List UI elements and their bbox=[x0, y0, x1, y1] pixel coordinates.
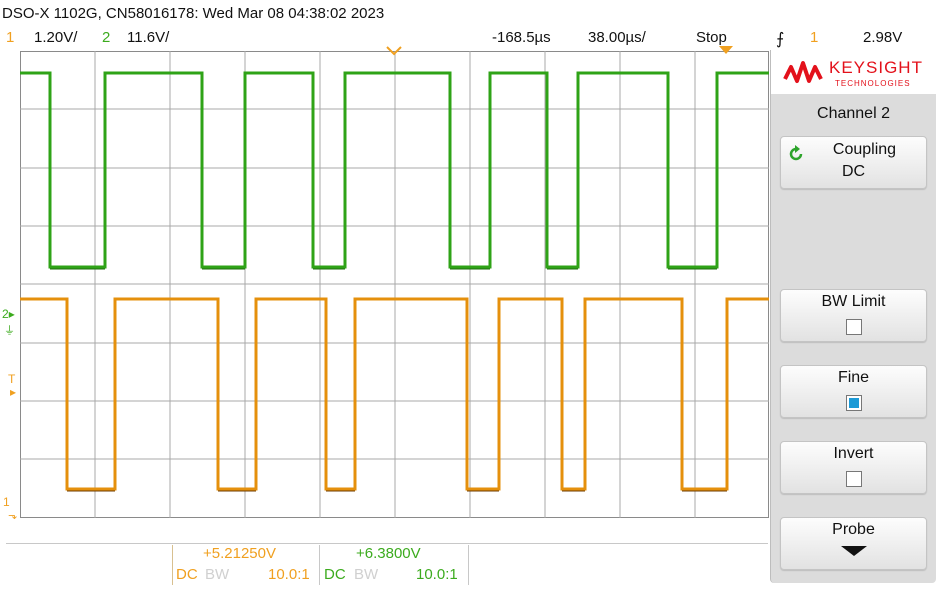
trigger-level-marker[interactable]: T bbox=[8, 372, 16, 386]
ch1-status-divider bbox=[172, 545, 173, 585]
fine-button[interactable]: Fine bbox=[780, 365, 927, 418]
bw-limit-checkbox[interactable] bbox=[845, 319, 862, 335]
coupling-value: DC bbox=[841, 163, 866, 180]
trigger-level[interactable]: 2.98V bbox=[863, 29, 903, 46]
ch1-scale[interactable]: 1.20V/ bbox=[34, 29, 78, 46]
time-offset[interactable]: -168.5µs bbox=[492, 29, 551, 46]
brand-name: KEYSIGHT bbox=[829, 58, 923, 77]
ch1-marker-arrow-icon: ⬎ bbox=[8, 510, 18, 522]
ch2-coupling: DC bbox=[324, 566, 346, 583]
invert-label: Invert bbox=[833, 445, 874, 462]
ch1-bw: BW bbox=[205, 566, 230, 583]
trigger-edge-icon: ⨍ bbox=[776, 31, 785, 48]
bw-limit-button[interactable]: BW Limit bbox=[780, 289, 927, 342]
ch2-bw: BW bbox=[354, 566, 379, 583]
ch2-ground-marker[interactable]: 2▸ bbox=[2, 307, 15, 321]
run-state[interactable]: Stop bbox=[696, 29, 727, 46]
coupling-label: Coupling bbox=[832, 141, 897, 158]
ground-icon: ⏚ bbox=[4, 325, 15, 337]
ch1-trace bbox=[20, 297, 769, 491]
keysight-logo-icon bbox=[783, 61, 823, 83]
ch2-scale[interactable]: 11.6V/ bbox=[127, 29, 170, 46]
ch2-trace bbox=[20, 71, 769, 269]
ch2-probe: 10.0:1 bbox=[416, 566, 458, 583]
submenu-arrow-icon bbox=[840, 546, 867, 556]
trigger-channel: 1 bbox=[810, 29, 819, 46]
ch2-marker-arrow-icon: ▸ bbox=[8, 307, 15, 321]
probe-button[interactable]: Probe bbox=[780, 517, 927, 570]
brand-subtitle: TECHNOLOGIES bbox=[835, 79, 911, 88]
trigger-position-marker-icon[interactable] bbox=[718, 45, 734, 55]
ch1-coupling: DC bbox=[176, 566, 198, 583]
trigger-point-marker-icon[interactable] bbox=[385, 46, 403, 56]
coupling-button[interactable]: Coupling DC bbox=[780, 136, 927, 189]
window-title: DSO-X 1102G, CN58016178: Wed Mar 08 04:3… bbox=[2, 5, 385, 22]
ch2-number: 2 bbox=[102, 29, 111, 46]
ch1-ground-marker[interactable]: 1 bbox=[3, 495, 10, 509]
ch2-status-divider bbox=[319, 545, 320, 585]
invert-checkbox[interactable] bbox=[845, 471, 862, 487]
status-divider bbox=[6, 543, 768, 544]
invert-button[interactable]: Invert bbox=[780, 441, 927, 494]
ch2-offset[interactable]: +6.3800V bbox=[356, 545, 421, 562]
cycle-arrow-icon bbox=[789, 145, 803, 161]
waveform-display[interactable] bbox=[20, 51, 769, 518]
brand-area: KEYSIGHT TECHNOLOGIES bbox=[771, 50, 936, 94]
softkey-menu-title: Channel 2 bbox=[817, 105, 890, 122]
end-status-divider bbox=[468, 545, 469, 585]
time-scale[interactable]: 38.00µs/ bbox=[588, 29, 646, 46]
ch1-probe: 10.0:1 bbox=[268, 566, 310, 583]
ch1-offset[interactable]: +5.21250V bbox=[203, 545, 276, 562]
fine-checkbox[interactable] bbox=[845, 395, 862, 411]
bw-limit-label: BW Limit bbox=[821, 293, 886, 310]
fine-label: Fine bbox=[837, 369, 870, 386]
grid-lines bbox=[20, 51, 769, 518]
waveform-grid bbox=[20, 51, 769, 518]
probe-label: Probe bbox=[832, 521, 875, 538]
ch1-number: 1 bbox=[6, 29, 15, 46]
trigger-arrow-icon: ▸ bbox=[10, 385, 17, 399]
